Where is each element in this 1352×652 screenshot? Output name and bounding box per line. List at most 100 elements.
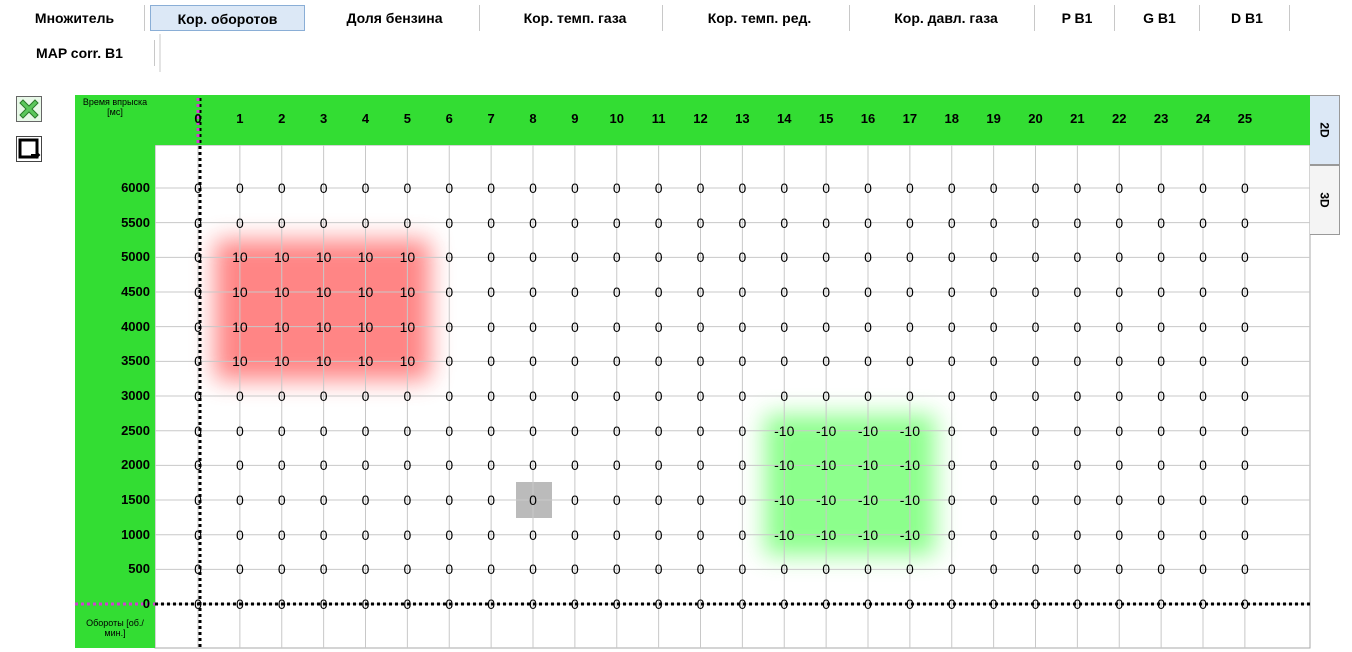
cell-value[interactable]: 0 <box>529 284 537 300</box>
cell-value[interactable]: 0 <box>403 596 412 613</box>
cell-value[interactable]: 0 <box>570 388 579 405</box>
cell-value[interactable]: 0 <box>529 249 537 266</box>
tab[interactable]: Кор. оборотов <box>150 5 305 31</box>
cell-value[interactable]: 0 <box>989 388 998 405</box>
cell-value[interactable]: 0 <box>1073 596 1082 613</box>
side-tab[interactable]: 3D <box>1310 165 1340 235</box>
cell-value[interactable]: 0 <box>1199 388 1207 405</box>
cell-value[interactable]: 0 <box>1157 526 1166 543</box>
cell-value[interactable]: 0 <box>235 561 244 578</box>
cell-value[interactable]: 0 <box>864 353 872 370</box>
cell-value[interactable]: 0 <box>905 180 914 196</box>
cell-value[interactable]: 0 <box>235 526 244 543</box>
cell-value[interactable]: 0 <box>1199 596 1207 613</box>
cell-value[interactable]: 0 <box>1199 422 1207 439</box>
cell-value[interactable]: 0 <box>989 457 998 474</box>
cell-value[interactable]: 0 <box>277 180 286 196</box>
cell-value[interactable]: 0 <box>654 526 663 543</box>
cell-value[interactable]: 0 <box>235 180 244 196</box>
cell-value[interactable]: 0 <box>403 492 412 509</box>
cell-value[interactable]: 0 <box>696 457 705 474</box>
cell-value[interactable]: 10 <box>399 284 416 300</box>
cell-value[interactable]: 0 <box>1073 526 1082 543</box>
cell-value[interactable]: 0 <box>1031 422 1040 439</box>
cell-value[interactable]: 0 <box>403 561 412 578</box>
cell-value[interactable]: 0 <box>445 284 454 300</box>
cell-value[interactable]: 0 <box>277 388 286 405</box>
cell-value[interactable]: 0 <box>905 388 914 405</box>
cell-value[interactable]: 0 <box>235 422 244 439</box>
cell-value[interactable]: -10 <box>857 422 879 439</box>
cell-value[interactable]: 0 <box>529 422 537 439</box>
cell-value[interactable]: 0 <box>319 526 328 543</box>
cell-value[interactable]: 0 <box>1115 457 1124 474</box>
cell-value[interactable]: 0 <box>696 180 705 196</box>
cell-value[interactable]: 0 <box>1199 457 1207 474</box>
cell-value[interactable]: 0 <box>1031 353 1040 370</box>
cell-value[interactable]: 10 <box>357 284 374 300</box>
cell-value[interactable]: -10 <box>857 492 879 509</box>
cell-value[interactable]: 0 <box>194 422 202 439</box>
cell-value[interactable]: 0 <box>487 457 496 474</box>
cell-value[interactable]: 0 <box>1115 353 1124 370</box>
cell-value[interactable]: 0 <box>738 526 747 543</box>
cell-value[interactable]: 0 <box>947 318 956 335</box>
cell-value[interactable]: 0 <box>1031 214 1040 231</box>
cell-value[interactable]: 0 <box>277 561 286 578</box>
cell-value[interactable]: 0 <box>905 561 914 578</box>
cell-value[interactable]: 0 <box>361 388 370 405</box>
cell-value[interactable]: 10 <box>232 318 248 335</box>
cell-value[interactable]: 0 <box>1199 318 1207 335</box>
cell-value[interactable]: 0 <box>319 561 328 578</box>
tab[interactable]: G B1 <box>1120 5 1200 31</box>
cell-value[interactable]: -10 <box>816 457 837 474</box>
cell-value[interactable]: 0 <box>780 596 789 613</box>
cell-value[interactable]: 0 <box>445 526 454 543</box>
cell-value[interactable]: 0 <box>1073 422 1082 439</box>
cell-value[interactable]: 0 <box>947 422 956 439</box>
cell-value[interactable]: 0 <box>947 457 956 474</box>
cell-value[interactable]: -10 <box>816 526 837 543</box>
cell-value[interactable]: 0 <box>1031 284 1040 300</box>
cell-value[interactable]: 0 <box>277 596 286 613</box>
cell-value[interactable]: 0 <box>445 561 454 578</box>
cell-value[interactable]: 0 <box>1073 457 1082 474</box>
cell-value[interactable]: 0 <box>864 388 872 405</box>
cell-value[interactable]: 0 <box>947 526 956 543</box>
cell-value[interactable]: 0 <box>1115 388 1124 405</box>
cell-value[interactable]: 0 <box>319 388 328 405</box>
cell-value[interactable]: 0 <box>654 422 663 439</box>
cell-value[interactable]: 0 <box>487 284 496 300</box>
cell-value[interactable]: 0 <box>529 353 537 370</box>
cell-value[interactable]: 10 <box>315 353 332 370</box>
cell-value[interactable]: 0 <box>445 353 454 370</box>
cell-value[interactable]: 0 <box>864 214 872 231</box>
cell-value[interactable]: 0 <box>361 457 370 474</box>
cell-value[interactable]: 0 <box>1073 180 1082 196</box>
cell-value[interactable]: 0 <box>487 318 496 335</box>
cell-value[interactable]: 0 <box>1240 284 1249 300</box>
cell-value[interactable]: 0 <box>445 249 454 266</box>
cell-value[interactable]: 0 <box>1031 492 1040 509</box>
tab[interactable]: Кор. темп. ред. <box>670 5 850 31</box>
cell-value[interactable]: 0 <box>1199 284 1207 300</box>
cell-value[interactable]: 0 <box>487 526 496 543</box>
cell-value[interactable]: 0 <box>1199 561 1207 578</box>
cell-value[interactable]: 0 <box>570 318 579 335</box>
cell-value[interactable]: 0 <box>780 561 789 578</box>
cell-value[interactable]: 0 <box>822 284 831 300</box>
cell-value[interactable]: -10 <box>816 422 837 439</box>
cell-value[interactable]: 0 <box>738 249 747 266</box>
cell-value[interactable]: 0 <box>1240 561 1249 578</box>
cell-value[interactable]: 0 <box>570 284 579 300</box>
cell-value[interactable]: 0 <box>947 249 956 266</box>
cell-value[interactable]: 0 <box>194 457 202 474</box>
cell-value[interactable]: 0 <box>989 214 998 231</box>
cell-value[interactable]: 0 <box>1031 457 1040 474</box>
cell-value[interactable]: 0 <box>1073 388 1082 405</box>
cell-value[interactable]: 0 <box>319 214 328 231</box>
cell-value[interactable]: 0 <box>738 318 747 335</box>
cell-value[interactable]: 0 <box>277 492 286 509</box>
cell-value[interactable]: 0 <box>1073 353 1082 370</box>
cell-value[interactable]: 0 <box>822 318 831 335</box>
